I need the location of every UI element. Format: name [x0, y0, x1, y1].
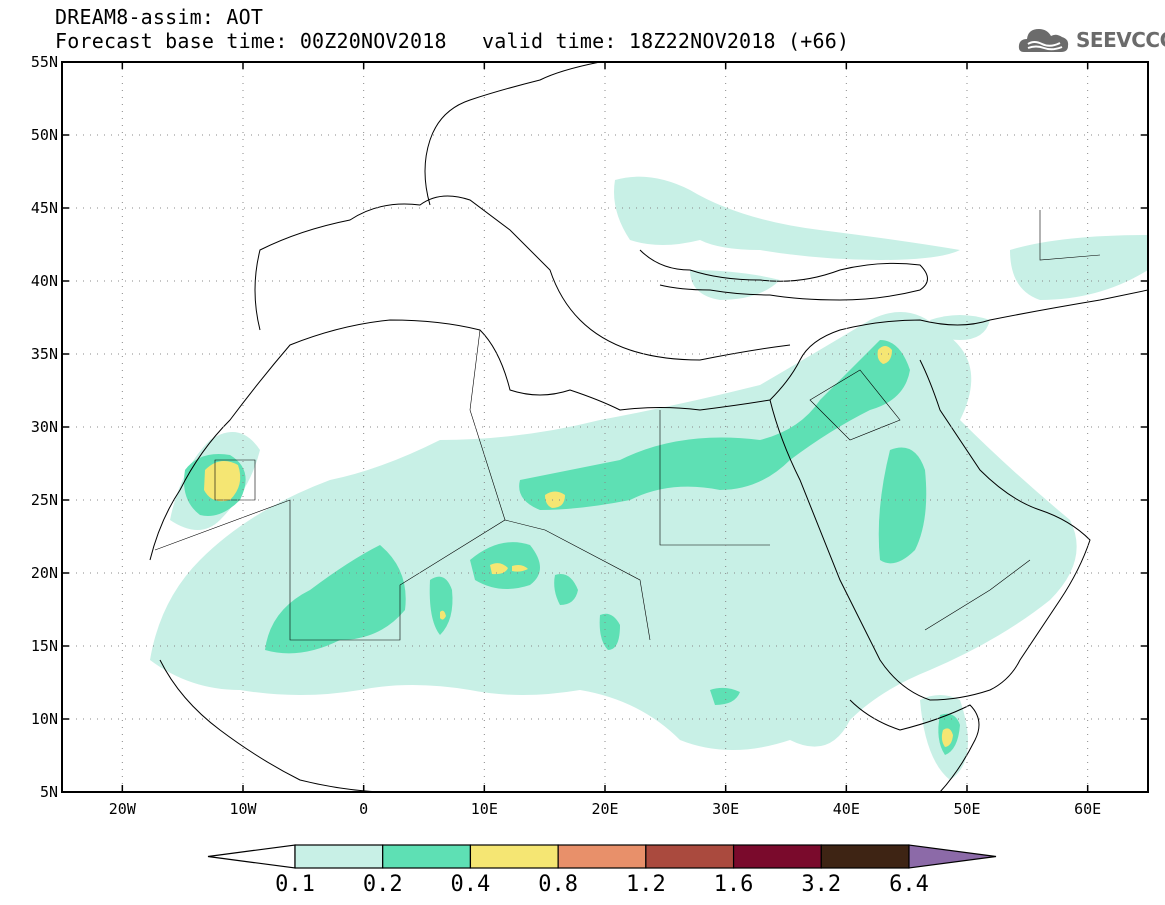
colorbar — [207, 844, 997, 869]
colorbar-segment — [294, 844, 384, 869]
colorbar-segment — [645, 844, 735, 869]
colorbar-segment — [820, 844, 910, 869]
lat-axis: 5N 10N 15N 20N 25N 30N 35N 40N 45N 50N 55N — [31, 53, 58, 801]
valid-time: valid time: 18Z22NOV2018 (+66) — [482, 29, 850, 53]
lon-label: 30E — [712, 800, 739, 818]
coastlines — [149, 62, 1148, 792]
lat-label: 20N — [31, 564, 58, 582]
colorbar-level-label: 6.4 — [889, 872, 929, 897]
colorbar-level-label: 0.2 — [362, 872, 403, 897]
colorbar-segment-high — [908, 844, 997, 869]
lon-label: 20W — [109, 800, 137, 818]
axis-ticks — [62, 61, 1148, 793]
colorbar-segment — [557, 844, 647, 869]
lat-label: 50N — [31, 126, 58, 144]
lat-label: 15N — [31, 637, 58, 655]
lat-label: 55N — [31, 53, 58, 71]
colorbar-level-label: 1.2 — [625, 872, 666, 897]
colorbar-level-label: 0.4 — [450, 872, 491, 897]
map-title: DREAM8-assim: AOT — [55, 5, 264, 29]
colorbar-segment — [469, 844, 559, 869]
lon-label: 40E — [833, 800, 860, 818]
country-borders — [154, 210, 1101, 641]
gridlines — [62, 62, 1148, 792]
cloud-icon — [1018, 29, 1069, 52]
colorbar-level-label: 0.1 — [275, 872, 315, 897]
aot-contours — [149, 62, 1148, 792]
lon-label: 10E — [471, 800, 498, 818]
lat-label: 45N — [31, 199, 58, 217]
aot-level-0.4 — [204, 346, 953, 747]
lon-label: 60E — [1074, 800, 1101, 818]
lon-axis: 20W 10W 0 10E 20E 30E 40E 50E 60E — [109, 800, 1101, 818]
lon-label: 20E — [591, 800, 618, 818]
logo-text: SEEVCCC — [1076, 28, 1165, 52]
lat-label: 35N — [31, 345, 58, 363]
lon-label: 50E — [953, 800, 980, 818]
lon-label: 10W — [229, 800, 257, 818]
lat-label: 10N — [31, 710, 58, 728]
lat-label: 30N — [31, 418, 58, 436]
lat-label: 25N — [31, 491, 58, 509]
lon-label: 0 — [359, 800, 368, 818]
colorbar-level-label: 0.8 — [538, 872, 579, 897]
colorbar-segment — [382, 844, 472, 869]
colorbar-level-label: 1.6 — [713, 872, 754, 897]
lat-label: 5N — [40, 783, 58, 801]
forecast-base-time: Forecast base time: 00Z20NOV2018 — [55, 29, 447, 53]
colorbar-segment — [732, 844, 822, 869]
lat-label: 40N — [31, 272, 58, 290]
colorbar-segment-low — [207, 844, 296, 869]
colorbar-level-label: 3.2 — [801, 872, 842, 897]
